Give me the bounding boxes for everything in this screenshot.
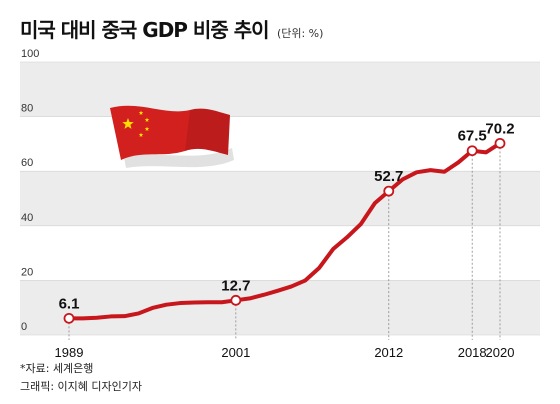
background-bands bbox=[20, 62, 540, 335]
data-label: 70.2 bbox=[485, 120, 514, 137]
data-labels: 6.1 12.7 52.7 67.570.2 bbox=[59, 120, 515, 312]
unit-label: (단위: %) bbox=[276, 27, 324, 40]
data-marker bbox=[383, 185, 395, 197]
gridlines bbox=[20, 61, 540, 336]
data-marker bbox=[230, 294, 242, 306]
graphic-credit: 그래픽: 이지혜 디자인기자 bbox=[20, 380, 143, 393]
china-flag-icon bbox=[110, 105, 234, 168]
star-icon bbox=[138, 110, 144, 115]
chart-title: 미국 대비 중국 GDP 비중 추이 bbox=[20, 18, 269, 42]
x-tick-label: 2012 bbox=[374, 345, 403, 360]
series-line bbox=[67, 141, 502, 321]
y-tick-label: 60 bbox=[21, 157, 33, 169]
title-area: 미국 대비 중국 GDP 비중 추이 (단위: %) bbox=[20, 14, 323, 43]
x-tick-label: 1989 bbox=[55, 345, 84, 360]
y-tick-label: 80 bbox=[21, 103, 33, 115]
y-tick-label: 20 bbox=[21, 266, 33, 278]
source-note: *자료: 세계은행 bbox=[20, 362, 94, 375]
data-markers bbox=[63, 137, 506, 324]
marker-dropdowns bbox=[68, 143, 501, 340]
band-1 bbox=[20, 171, 540, 226]
data-label: 12.7 bbox=[221, 277, 250, 294]
x-tick-label: 2001 bbox=[221, 345, 250, 360]
data-label: 67.5 bbox=[458, 128, 487, 145]
star-icon bbox=[144, 117, 150, 122]
data-marker bbox=[63, 312, 75, 324]
y-axis: 0 20 40 60 80 100 bbox=[21, 48, 39, 333]
star-icon bbox=[122, 118, 134, 129]
x-tick-label: 2020 bbox=[486, 345, 515, 360]
y-tick-label: 100 bbox=[21, 48, 39, 60]
x-tick-label: 2018 bbox=[458, 345, 487, 360]
y-tick-label: 40 bbox=[21, 212, 33, 224]
data-label: 6.1 bbox=[59, 295, 80, 312]
y-tick-label: 0 bbox=[21, 321, 27, 333]
data-marker bbox=[466, 145, 478, 157]
data-marker bbox=[494, 137, 506, 149]
footer: *자료: 세계은행 그래픽: 이지혜 디자인기자 bbox=[20, 360, 142, 396]
star-icon bbox=[138, 132, 144, 137]
star-icon bbox=[144, 126, 150, 131]
band-0 bbox=[20, 62, 540, 117]
data-label: 52.7 bbox=[374, 168, 403, 185]
